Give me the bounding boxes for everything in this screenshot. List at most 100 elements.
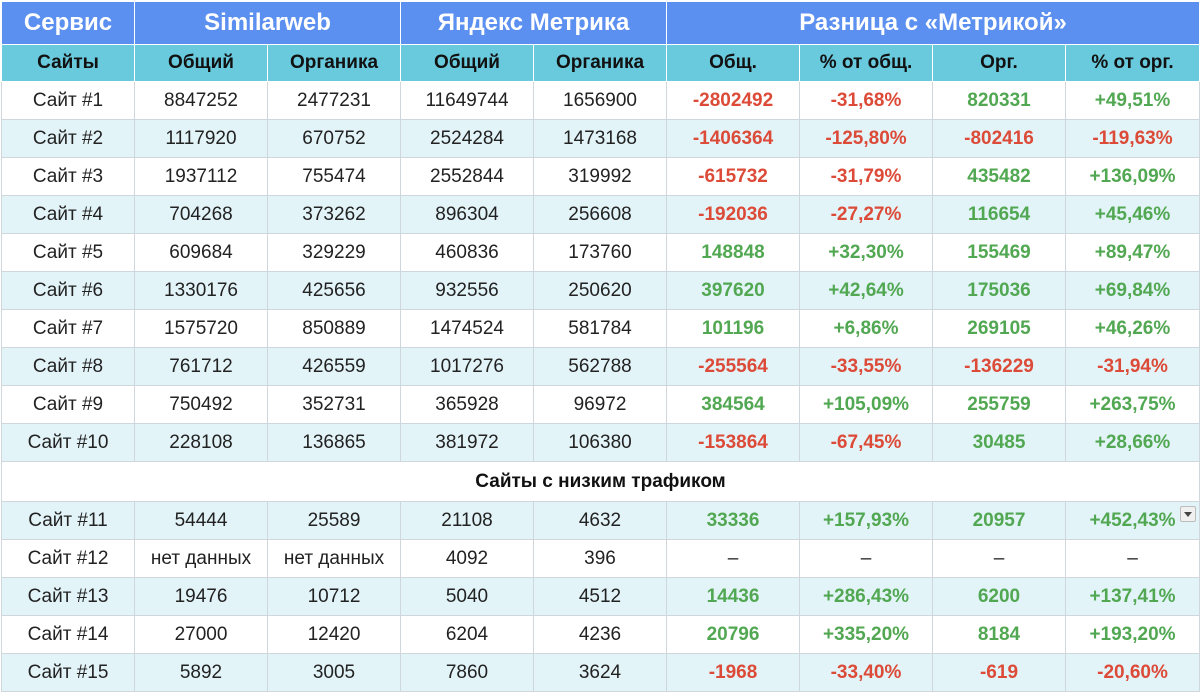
table-row: Сайт #2 1117920 670752 2524284 1473168 -14063… (1, 119, 1200, 158)
cell-value: +452,43% (1089, 509, 1176, 531)
cell-diff-total-pct: -27,27% (799, 195, 933, 234)
cell-ym-total: 2552844 (400, 157, 534, 196)
col-diff-total-pct: % от общ. (799, 44, 933, 82)
cell-sw-organic: 2477231 (267, 81, 401, 120)
cell-diff-organic: 30485 (932, 423, 1066, 462)
table-row: Сайт #11 54444 25589 21108 4632 33336 +157,93%… (1, 501, 1200, 540)
cell-diff-total-pct: +335,20% (799, 615, 933, 654)
cell-ym-total: 2524284 (400, 119, 534, 158)
cell-ym-organic: 4236 (533, 615, 667, 654)
cell-sw-total: 27000 (134, 615, 268, 654)
cell-diff-total-pct: +42,64% (799, 271, 933, 310)
cell-ym-organic: 1656900 (533, 81, 667, 120)
cell-diff-total: 397620 (666, 271, 800, 310)
header-group-row: Сервис Similarweb Яндекс Метрика Разница… (1, 1, 1200, 45)
cell-ym-total: 896304 (400, 195, 534, 234)
cell-diff-organic: -136229 (932, 347, 1066, 386)
cell-site-name: Сайт #2 (1, 119, 135, 158)
col-ym-organic: Органика (533, 44, 667, 82)
cell-ym-total: 11649744 (400, 81, 534, 120)
cell-site-name: Сайт #9 (1, 385, 135, 424)
table-row: Сайт #8 761712 426559 1017276 562788 -255564-… (1, 347, 1200, 386)
col-diff-total: Общ. (666, 44, 800, 82)
cell-diff-total: 20796 (666, 615, 800, 654)
table-row: Сайт #10 228108 136865 381972 106380 -153864-… (1, 423, 1200, 462)
cell-sw-total: 609684 (134, 233, 268, 272)
cell-sw-total: 1937112 (134, 157, 268, 196)
cell-sw-organic: 373262 (267, 195, 401, 234)
cell-sw-organic: 10712 (267, 577, 401, 616)
col-diff-organic-pct: % от орг. (1064, 44, 1200, 82)
cell-site-name: Сайт #6 (1, 271, 135, 310)
cell-sw-total: 228108 (134, 423, 268, 462)
cell-diff-total: -1968 (666, 653, 800, 692)
cell-sw-organic: 426559 (267, 347, 401, 386)
cell-sw-total: 750492 (134, 385, 268, 424)
cell-diff-organic-pct: -20,60% (1064, 653, 1200, 692)
header-column-row: Сайты Общий Органика Общий Органика Общ.… (1, 44, 1200, 82)
cell-sw-total: 19476 (134, 577, 268, 616)
cell-ym-total: 1017276 (400, 347, 534, 386)
cell-diff-organic-pct: +136,09% (1064, 157, 1200, 196)
cell-diff-organic: -802416 (932, 119, 1066, 158)
cell-diff-total-pct: +286,43% (799, 577, 933, 616)
chevron-down-icon[interactable] (1180, 506, 1197, 522)
cell-site-name: Сайт #7 (1, 309, 135, 348)
cell-diff-total-pct: -125,80% (799, 119, 933, 158)
cell-diff-total-pct: -33,55% (799, 347, 933, 386)
cell-diff-total: 384564 (666, 385, 800, 424)
cell-diff-organic: 175036 (932, 271, 1066, 310)
table-row: Сайт #15 5892 3005 7860 3624 -1968 -33,40% -619… (1, 653, 1200, 692)
cell-diff-total-pct: +32,30% (799, 233, 933, 272)
cell-ym-total: 7860 (400, 653, 534, 692)
cell-diff-organic: 820331 (932, 81, 1066, 120)
cell-ym-organic: 581784 (533, 309, 667, 348)
table-row: Сайт #1 8847252 2477231 11649744 1656900 -280… (1, 81, 1200, 120)
cell-diff-organic: 435482 (932, 157, 1066, 196)
table-row: Сайт #12 нет данных нет данных 4092 396– – – – (1, 539, 1200, 578)
col-sites: Сайты (1, 44, 135, 82)
cell-ym-total: 5040 (400, 577, 534, 616)
cell-diff-total-pct: +105,09% (799, 385, 933, 424)
cell-site-name: Сайт #11 (1, 501, 135, 540)
header-similarweb: Similarweb (134, 1, 401, 45)
cell-diff-total: -2802492 (666, 81, 800, 120)
cell-sw-total: 704268 (134, 195, 268, 234)
cell-sw-total: нет данных (134, 539, 268, 578)
cell-diff-total-pct: -33,40% (799, 653, 933, 692)
cell-sw-organic: 25589 (267, 501, 401, 540)
cell-diff-organic-pct: +46,26% (1064, 309, 1200, 348)
cell-diff-organic-pct: -119,63% (1064, 119, 1200, 158)
cell-sw-total: 8847252 (134, 81, 268, 120)
table-row: Сайт #13 19476 10712 5040 4512 14436 +286,43% 6… (1, 577, 1200, 616)
cell-diff-organic-pct: +89,47% (1064, 233, 1200, 272)
cell-diff-organic: 20957 (932, 501, 1066, 540)
cell-sw-organic: 850889 (267, 309, 401, 348)
cell-diff-organic: 116654 (932, 195, 1066, 234)
cell-sw-total: 54444 (134, 501, 268, 540)
cell-diff-total: -615732 (666, 157, 800, 196)
cell-ym-organic: 1473168 (533, 119, 667, 158)
cell-diff-total-pct: +157,93% (799, 501, 933, 540)
cell-sw-organic: 352731 (267, 385, 401, 424)
cell-ym-organic: 96972 (533, 385, 667, 424)
table-row: Сайт #7 1575720 850889 1474524 581784 101196 +… (1, 309, 1200, 348)
table-row: Сайт #9 750492 352731 365928 96972 384564 +105… (1, 385, 1200, 424)
table-row: Сайт #5 609684 329229 460836 173760 148848 +32… (1, 233, 1200, 272)
cell-ym-organic: 4512 (533, 577, 667, 616)
cell-site-name: Сайт #5 (1, 233, 135, 272)
cell-diff-organic-pct: +193,20% (1064, 615, 1200, 654)
cell-diff-organic-pct: +69,84% (1064, 271, 1200, 310)
cell-diff-organic-pct: +137,41% (1064, 577, 1200, 616)
cell-site-name: Сайт #12 (1, 539, 135, 578)
header-difference: Разница с «Метрикой» (665, 1, 1200, 45)
cell-diff-total-pct: -31,79% (799, 157, 933, 196)
cell-site-name: Сайт #14 (1, 615, 135, 654)
table-row: Сайт #4 704268 373262 896304 256608 -192036 -2… (1, 195, 1200, 234)
cell-diff-organic-pct: -31,94% (1064, 347, 1200, 386)
col-ym-total: Общий (400, 44, 534, 82)
cell-ym-total: 932556 (400, 271, 534, 310)
cell-site-name: Сайт #10 (1, 423, 135, 462)
cell-diff-total-pct: – (799, 539, 933, 578)
cell-sw-organic: 329229 (267, 233, 401, 272)
